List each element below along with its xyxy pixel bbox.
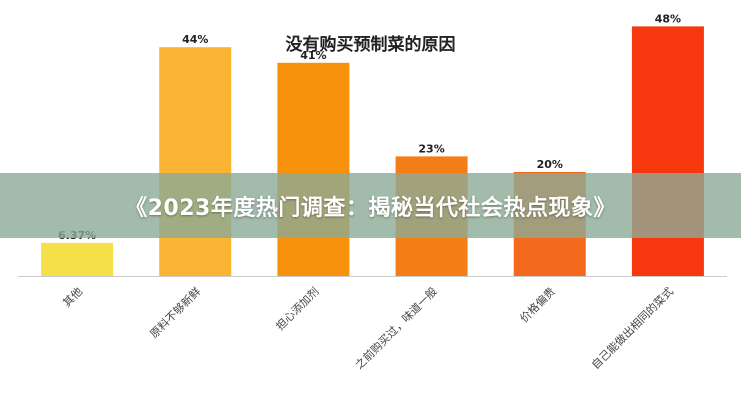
bar xyxy=(277,62,350,276)
bar xyxy=(631,26,704,277)
x-tick-label: 自己能做出相同的菜式 xyxy=(588,284,676,372)
overlay-banner: 《2023年度热门调查：揭秘当代社会热点现象》 xyxy=(0,173,741,238)
data-label: 20% xyxy=(537,158,563,171)
x-tick-label: 其他 xyxy=(60,285,85,310)
x-tick-label: 担心添加剂 xyxy=(273,284,322,333)
data-label: 41% xyxy=(300,49,326,62)
data-label: 48% xyxy=(655,12,681,25)
banner-text: 《2023年度热门调查：揭秘当代社会热点现象》 xyxy=(125,195,616,221)
bar xyxy=(159,47,232,277)
bar xyxy=(41,242,114,276)
data-label: 44% xyxy=(182,33,208,46)
x-tick-label: 原料不够新鲜 xyxy=(147,284,204,341)
chart-title: 没有购买预制菜的原因 xyxy=(285,35,456,55)
x-tick-label: 价格偏贵 xyxy=(517,284,558,325)
data-label: 23% xyxy=(418,142,444,155)
x-tick-label: 之前购买过，味道一般 xyxy=(352,284,440,372)
